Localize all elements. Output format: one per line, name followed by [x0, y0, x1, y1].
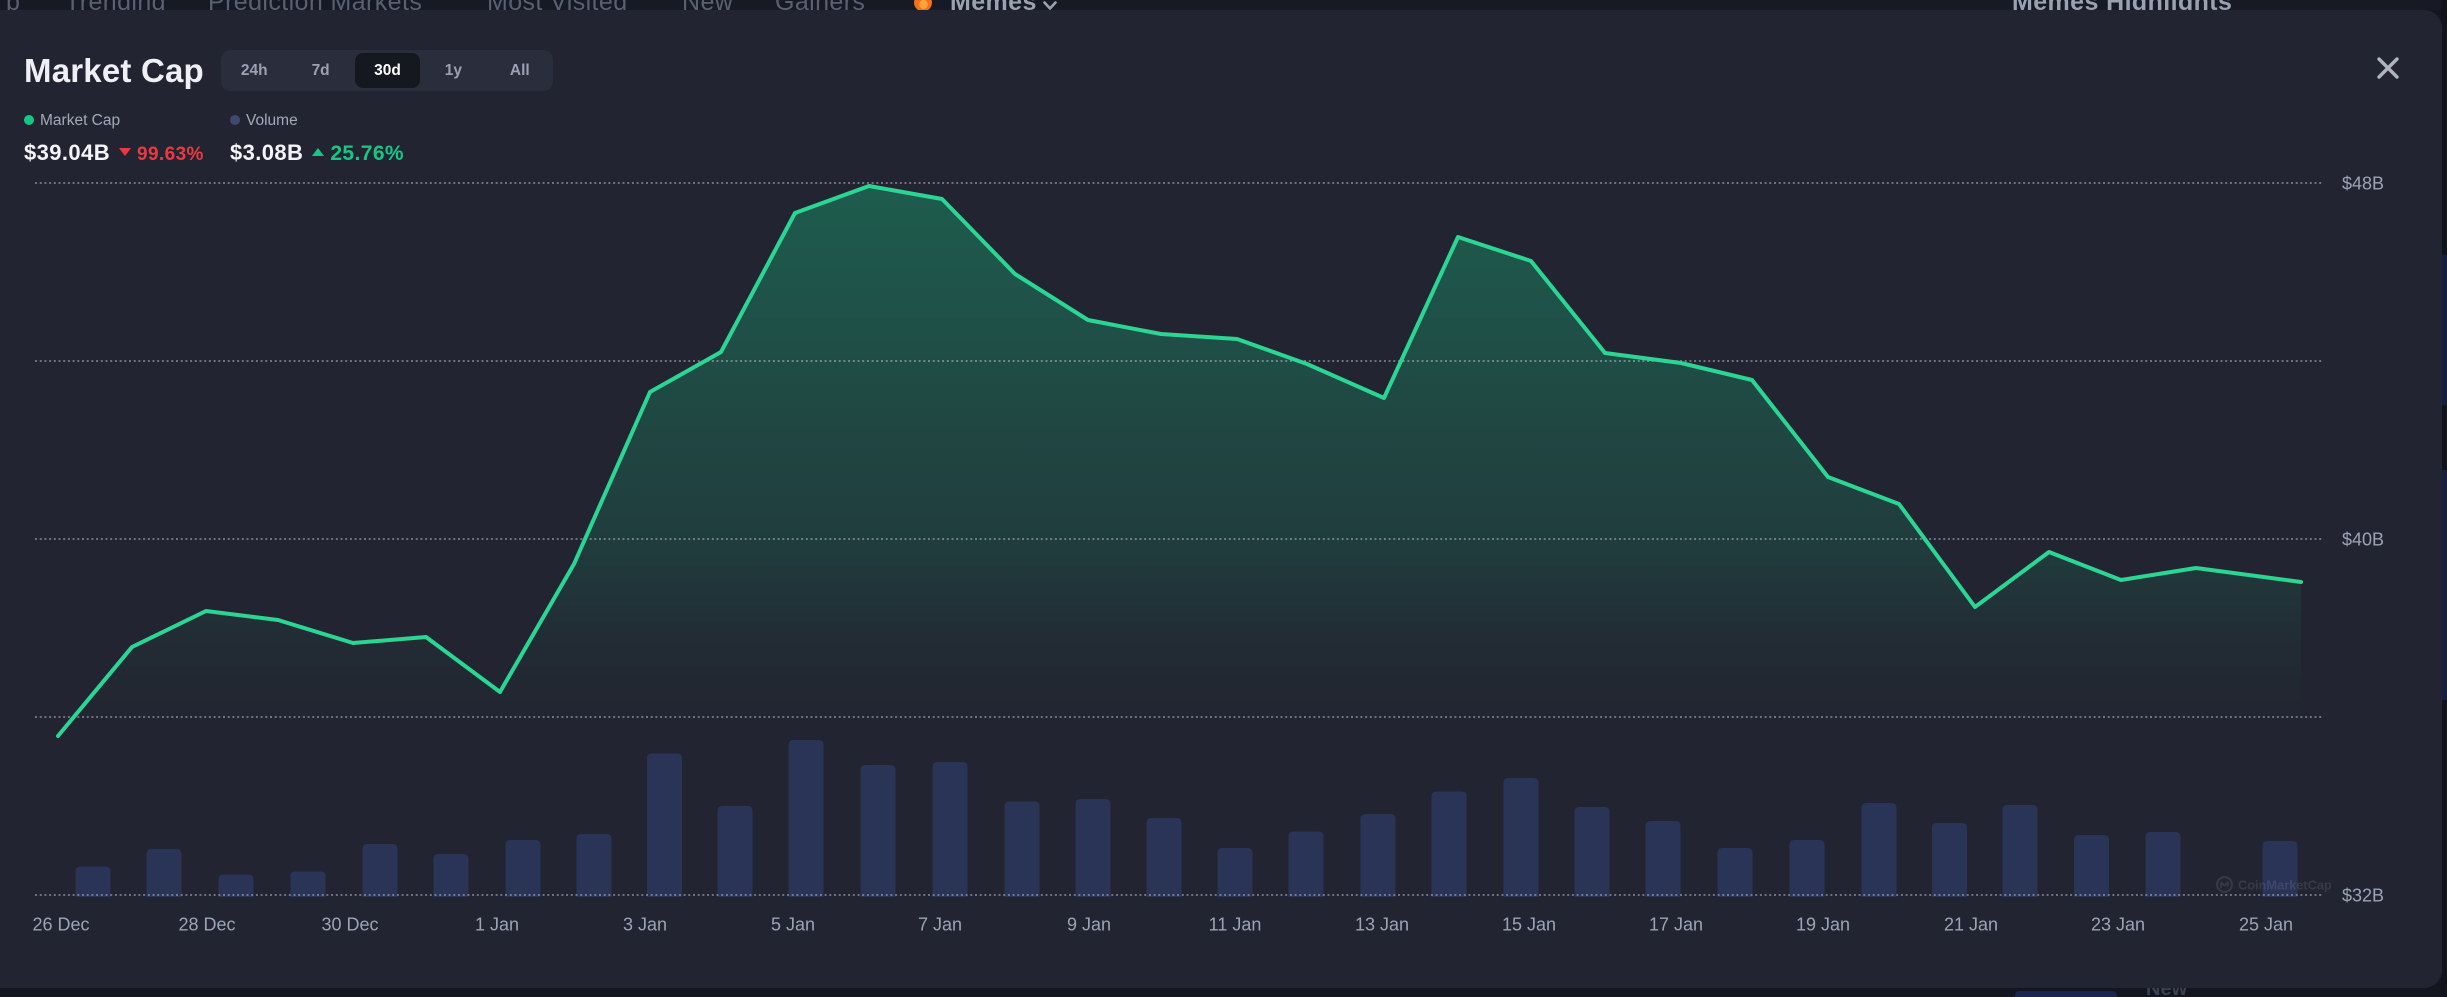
svg-text:21 Jan: 21 Jan — [1944, 915, 1998, 935]
svg-text:13 Jan: 13 Jan — [1355, 915, 1409, 935]
svg-text:15 Jan: 15 Jan — [1502, 915, 1556, 935]
svg-text:25 Jan: 25 Jan — [2239, 915, 2293, 935]
svg-text:3 Jan: 3 Jan — [623, 915, 667, 935]
svg-text:19 Jan: 19 Jan — [1796, 915, 1850, 935]
svg-text:23 Jan: 23 Jan — [2091, 915, 2145, 935]
svg-text:$48B: $48B — [2342, 174, 2384, 194]
svg-text:9 Jan: 9 Jan — [1067, 915, 1111, 935]
svg-text:11 Jan: 11 Jan — [1209, 915, 1262, 935]
svg-text:17 Jan: 17 Jan — [1649, 915, 1703, 935]
svg-text:CoinMarketCap: CoinMarketCap — [2238, 878, 2331, 893]
svg-text:1 Jan: 1 Jan — [475, 915, 519, 935]
svg-text:$40B: $40B — [2342, 530, 2384, 550]
svg-text:26 Dec: 26 Dec — [32, 915, 89, 935]
svg-text:$32B: $32B — [2342, 886, 2384, 906]
svg-text:7 Jan: 7 Jan — [918, 915, 962, 935]
svg-text:30 Dec: 30 Dec — [321, 915, 378, 935]
svg-text:28 Dec: 28 Dec — [178, 915, 235, 935]
svg-text:5 Jan: 5 Jan — [771, 915, 815, 935]
